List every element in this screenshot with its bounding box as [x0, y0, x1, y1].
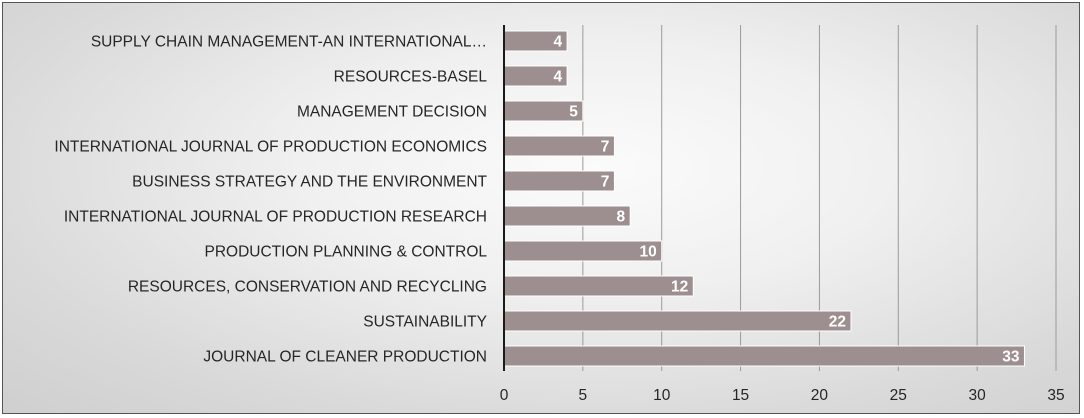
x-tick-label: 15 [732, 387, 749, 404]
bar [503, 135, 615, 157]
x-tick-label: 35 [1047, 387, 1064, 404]
data-label: 10 [639, 244, 656, 261]
category-labels: SUPPLY CHAIN MANAGEMENT-AN INTERNATIONAL… [54, 34, 487, 366]
bar [503, 345, 1025, 367]
category-label: SUSTAINABILITY [363, 314, 487, 331]
bar [503, 240, 663, 262]
bar [503, 310, 852, 332]
bars [503, 30, 1025, 367]
bar [503, 170, 615, 192]
x-tick-label: 25 [890, 387, 907, 404]
data-label: 4 [553, 34, 562, 51]
category-label: PRODUCTION PLANNING & CONTROL [205, 244, 488, 261]
x-tick-label: 0 [500, 387, 509, 404]
category-label: BUSINESS STRATEGY AND THE ENVIRONMENT [132, 174, 487, 191]
category-label: JOURNAL OF CLEANER PRODUCTION [203, 349, 487, 366]
data-label: 8 [617, 209, 626, 226]
category-label: INTERNATIONAL JOURNAL OF PRODUCTION ECON… [54, 139, 487, 156]
category-label: RESOURCES, CONSERVATION AND RECYCLING [128, 279, 487, 296]
x-tick-label: 10 [653, 387, 671, 404]
data-label: 22 [829, 314, 846, 331]
data-labels: 4 4 5 7 7 8 10 12 22 33 [553, 34, 1019, 366]
bar [503, 205, 631, 227]
gridlines [582, 25, 1057, 371]
x-tick-labels: 0 5 10 15 20 25 30 35 [500, 387, 1065, 404]
data-label: 7 [601, 174, 610, 191]
x-tick-label: 5 [579, 387, 588, 404]
data-label: 5 [569, 104, 578, 121]
data-label: 4 [553, 69, 562, 86]
bar-chart: SUPPLY CHAIN MANAGEMENT-AN INTERNATIONAL… [54, 25, 1065, 404]
data-label: 7 [601, 139, 610, 156]
category-label: RESOURCES-BASEL [334, 69, 488, 86]
bar [503, 275, 694, 297]
category-label: SUPPLY CHAIN MANAGEMENT-AN INTERNATIONAL… [91, 34, 487, 51]
category-label: MANAGEMENT DECISION [297, 104, 487, 121]
category-label: INTERNATIONAL JOURNAL OF PRODUCTION RESE… [64, 209, 487, 226]
x-tick-label: 30 [969, 387, 987, 404]
data-label: 12 [671, 279, 688, 296]
x-tick-label: 20 [811, 387, 829, 404]
data-label: 33 [1002, 349, 1020, 366]
